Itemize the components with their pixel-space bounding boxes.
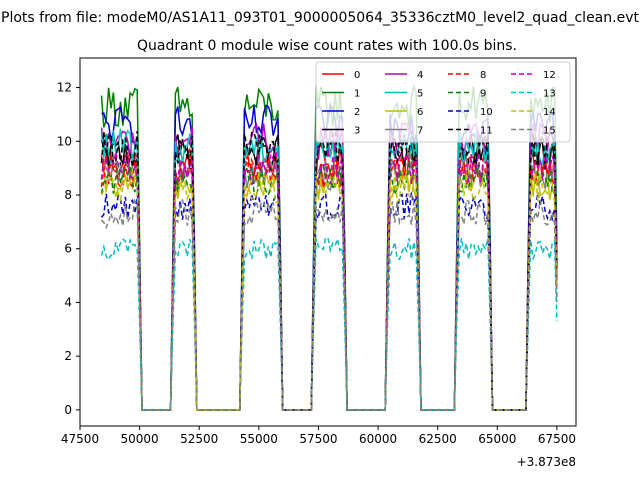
x-tick-label: 52500 (180, 432, 218, 446)
series-line-10 (100, 191, 558, 411)
legend-box (315, 61, 571, 143)
y-tick-label: 10 (57, 134, 72, 148)
y-tick-label: 0 (64, 403, 72, 417)
series-line-14 (100, 168, 558, 411)
x-tick-label: 60000 (359, 432, 397, 446)
legend-label-12: 12 (543, 70, 556, 81)
legend-label-2: 2 (354, 107, 360, 118)
legend-label-0: 0 (354, 70, 360, 81)
x-tick-label: 67500 (538, 432, 576, 446)
legend-label-8: 8 (480, 70, 486, 81)
x-offset-label: +3.873e8 (517, 455, 576, 469)
y-axis: 0 2 4 6 8 10 12 (57, 81, 80, 417)
y-tick-label: 6 (64, 242, 72, 256)
legend-label-6: 6 (417, 107, 423, 118)
legend-label-11: 11 (480, 126, 493, 137)
legend-label-9: 9 (480, 89, 486, 100)
chart-suptitle: Plots from file: modeM0/AS1A11_093T01_90… (1, 10, 639, 26)
legend-label-7: 7 (417, 126, 423, 137)
x-axis: 47500 50000 52500 55000 57500 60000 62500 65000… (61, 426, 576, 446)
legend-label-13: 13 (543, 89, 556, 100)
x-tick-label: 62500 (419, 432, 457, 446)
chart-title: Quadrant 0 module wise count rates with … (137, 38, 517, 54)
y-tick-label: 8 (64, 188, 72, 202)
legend-label-14: 14 (543, 107, 556, 118)
x-tick-label: 47500 (61, 432, 99, 446)
series-line-15 (100, 198, 558, 411)
legend-label-1: 1 (354, 89, 360, 100)
x-tick-label: 55000 (240, 432, 278, 446)
x-tick-label: 50000 (121, 432, 159, 446)
series-line-11 (100, 129, 558, 411)
x-tick-label: 65000 (478, 432, 516, 446)
series-line-3 (100, 133, 558, 411)
y-tick-label: 2 (64, 349, 72, 363)
series-line-13 (100, 236, 558, 411)
y-tick-label: 12 (57, 81, 72, 95)
plot-frame (79, 57, 577, 427)
y-tick-label: 4 (64, 295, 72, 309)
legend-label-4: 4 (417, 70, 423, 81)
legend-label-15: 15 (543, 126, 556, 137)
legend-label-3: 3 (354, 126, 360, 137)
x-tick-label: 57500 (299, 432, 337, 446)
legend-label-5: 5 (417, 89, 423, 100)
legend-label-10: 10 (480, 107, 493, 118)
